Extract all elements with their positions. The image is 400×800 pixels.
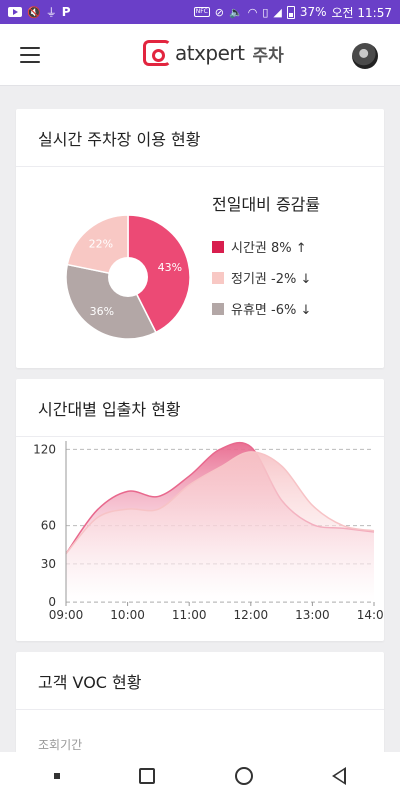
signal-icon: ◢	[273, 5, 282, 19]
hourly-area-chart: 0 30 60 120 09:00 10:00 11:00 12:00 13:00 14:00	[33, 441, 384, 622]
nfc-icon: NFC	[193, 7, 210, 17]
logo-subtitle: 주차	[252, 45, 284, 66]
pie-slice-label: 22%	[89, 238, 113, 251]
p-app-icon: P	[61, 5, 71, 19]
usage-donut-chart: 43% 36% 22%	[65, 214, 191, 340]
voc-card: 고객 VOC 현황 조회기간	[16, 652, 384, 762]
realtime-usage-card: 실시간 주차장 이용 현황 43% 36% 22% 전일대비 증감률 시간권 8% …	[16, 109, 384, 368]
x-tick-label: 14:00	[357, 608, 384, 622]
overview-square-icon[interactable]	[139, 768, 156, 784]
system-nav-bar	[0, 752, 400, 800]
voc-title: 고객 VOC 현황	[16, 652, 384, 710]
logo-mark-icon	[143, 40, 171, 66]
hourly-traffic-title: 시간대별 입출차 현황	[16, 379, 384, 437]
donut-hole	[108, 257, 148, 297]
line-series-1	[65, 451, 375, 555]
y-tick-label: 60	[41, 519, 56, 533]
logo-text: atxpert	[175, 41, 245, 65]
x-tick-label: 12:00	[234, 608, 269, 622]
legend-item-season-pass: 정기권 -2% ↓	[212, 262, 320, 293]
x-tick-label: 10:00	[110, 608, 145, 622]
hourly-traffic-card: 시간대별 입출차 현황 0 30 60 120 09:00 10:00 11:00 12:00…	[16, 379, 384, 641]
legend-swatch	[212, 271, 224, 284]
pie-slice-label: 43%	[158, 261, 182, 274]
y-tick-label: 30	[41, 557, 56, 571]
back-triangle-icon[interactable]	[332, 767, 347, 785]
home-circle-icon[interactable]	[234, 767, 253, 785]
user-avatar[interactable]	[352, 43, 378, 69]
battery-icon	[286, 5, 295, 19]
app-bar: atxpert 주차	[0, 24, 400, 86]
y-tick-label: 0	[48, 595, 56, 609]
y-tick-label: 120	[33, 442, 56, 456]
muted-notification-icon: 🔇	[27, 5, 41, 19]
legend-swatch	[212, 240, 224, 253]
volume-off-icon: 🔈	[229, 5, 243, 19]
x-tick-label: 11:00	[172, 608, 207, 622]
x-tick-label: 13:00	[295, 608, 330, 622]
status-bar: 🔇 ⏚ P NFC ⊘ 🔈 ◠ ▯ ◢ 37% 오전 11:57	[0, 0, 400, 24]
pie-slice-2[interactable]	[66, 214, 129, 278]
legend-title: 전일대비 증감률	[212, 195, 321, 214]
no-sim-icon: ▯	[262, 5, 269, 19]
youtube-icon	[8, 7, 22, 17]
pie-slice-0[interactable]	[127, 214, 191, 334]
status-time: 오전 11:57	[331, 5, 392, 20]
legend-label: 유휴면 -6% ↓	[231, 303, 312, 318]
legend-label: 정기권 -2% ↓	[231, 272, 312, 287]
pie-slice-1[interactable]	[65, 263, 157, 340]
legend-label: 시간권 8% ↑	[231, 241, 307, 256]
pie-slice-label: 36%	[90, 305, 114, 318]
app-logo[interactable]: atxpert 주차	[143, 40, 284, 66]
vibrate-off-icon: ⊘	[214, 5, 224, 19]
recent-apps-dot-icon[interactable]	[53, 773, 60, 779]
legend-item-hourly-pass: 시간권 8% ↑	[212, 231, 320, 262]
wifi-icon: ◠	[247, 5, 258, 19]
legend-swatch	[212, 302, 224, 315]
x-tick-label: 09:00	[49, 608, 84, 622]
change-legend: 전일대비 증감률 시간권 8% ↑ 정기권 -2% ↓ 유휴면 -6% ↓	[212, 191, 320, 324]
battery-percent: 37%	[299, 5, 327, 19]
legend-item-idle: 유휴면 -6% ↓	[212, 293, 320, 324]
area-series-1	[66, 451, 374, 602]
usb-icon: ⏚	[45, 6, 57, 19]
hamburger-menu-icon[interactable]	[20, 46, 40, 63]
realtime-usage-title: 실시간 주차장 이용 현황	[16, 109, 384, 167]
period-label: 조회기간	[38, 738, 83, 752]
